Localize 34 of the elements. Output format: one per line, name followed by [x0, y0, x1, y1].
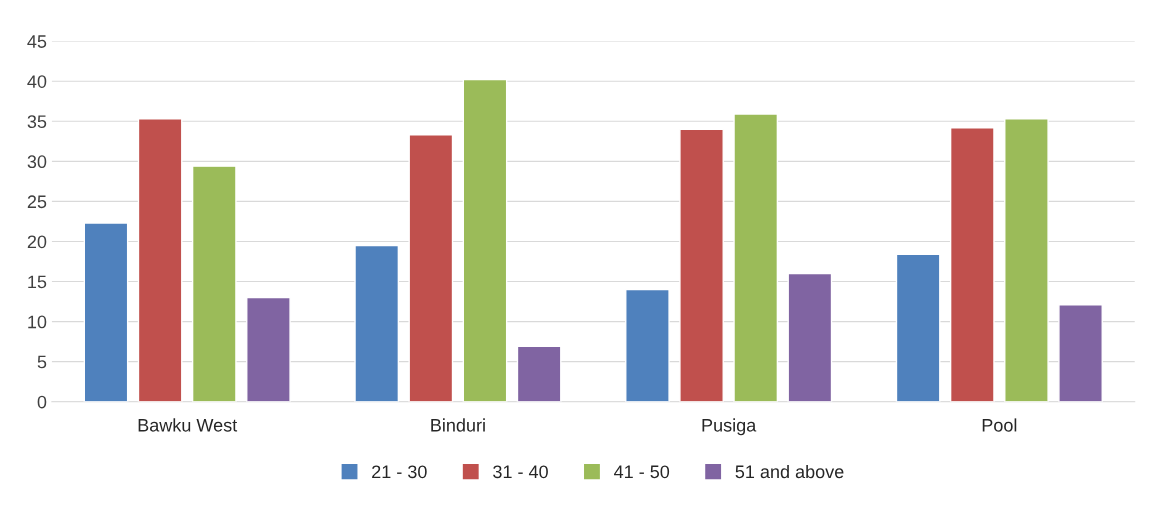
- bar: [787, 272, 833, 402]
- bar: [733, 113, 779, 402]
- bar: [625, 288, 670, 402]
- legend-label: 21 - 30: [372, 465, 427, 479]
- y-tick-label: 10: [28, 315, 47, 329]
- x-tick-label: Pool: [982, 418, 1017, 432]
- bar: [1004, 118, 1049, 402]
- y-tick-label: 20: [27, 235, 47, 249]
- x-tick-label: Binduri: [431, 418, 485, 432]
- y-tick-label: 25: [27, 195, 47, 209]
- y-tick-label: 30: [27, 155, 47, 169]
- bar: [1058, 304, 1103, 402]
- y-tick-label: 15: [28, 275, 47, 289]
- x-tick-label: Pusiga: [702, 418, 757, 436]
- bar: [83, 222, 129, 402]
- bar: [462, 78, 508, 402]
- bar: [679, 128, 724, 402]
- y-tick-label: 40: [27, 75, 47, 88]
- bar: [516, 345, 562, 402]
- legend-label: 31 - 40: [493, 465, 548, 479]
- bar: [191, 165, 237, 402]
- bar: [408, 134, 454, 402]
- legend-label: 51 and above: [735, 464, 844, 479]
- bar: [354, 244, 400, 402]
- legend-label: 41 - 50: [614, 465, 670, 479]
- y-tick-label: 35: [27, 115, 47, 129]
- y-tick-label: 0: [37, 395, 47, 409]
- bar: [895, 253, 941, 402]
- bar: [949, 127, 995, 402]
- bar: [137, 118, 183, 402]
- x-tick-label: Bawku West: [138, 418, 238, 432]
- y-tick-label: 45: [27, 35, 47, 48]
- bar: [246, 296, 291, 402]
- y-tick-label: 5: [37, 355, 47, 369]
